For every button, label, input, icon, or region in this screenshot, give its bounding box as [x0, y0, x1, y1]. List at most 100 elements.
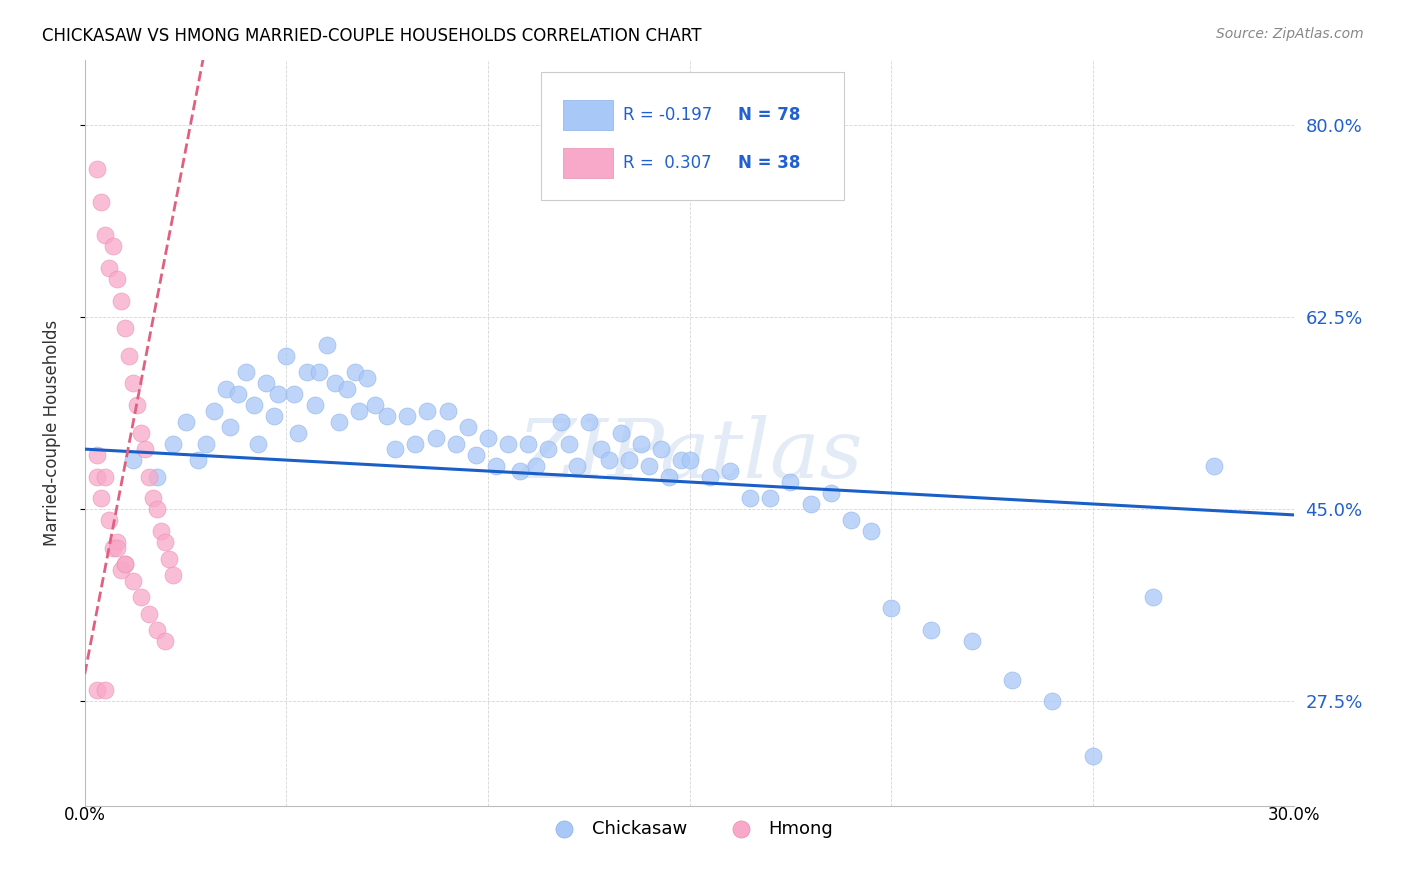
Point	[129, 425, 152, 440]
Point	[118, 349, 141, 363]
Point	[630, 436, 652, 450]
Text: 0.0%: 0.0%	[63, 805, 105, 823]
Text: 30.0%: 30.0%	[1268, 805, 1320, 823]
Point	[142, 491, 165, 506]
Point	[589, 442, 612, 456]
Y-axis label: Married-couple Households: Married-couple Households	[44, 319, 60, 546]
Point	[283, 387, 305, 401]
Point	[97, 261, 120, 276]
Point	[114, 558, 136, 572]
Text: N = 78: N = 78	[738, 106, 800, 124]
Point	[247, 436, 270, 450]
Point	[215, 382, 238, 396]
Point	[565, 458, 588, 473]
Point	[347, 403, 370, 417]
Point	[425, 431, 447, 445]
Point	[464, 448, 486, 462]
Text: N = 38: N = 38	[738, 154, 800, 172]
Point	[226, 387, 249, 401]
Point	[105, 541, 128, 555]
Point	[1202, 458, 1225, 473]
Point	[122, 453, 145, 467]
Point	[537, 442, 560, 456]
Point	[799, 497, 821, 511]
Point	[738, 491, 761, 506]
Point	[416, 403, 439, 417]
Point	[658, 469, 681, 483]
Point	[509, 464, 531, 478]
Point	[759, 491, 782, 506]
FancyBboxPatch shape	[562, 148, 613, 178]
Point	[496, 436, 519, 450]
Point	[375, 409, 398, 424]
Point	[718, 464, 741, 478]
Point	[86, 683, 108, 698]
Point	[384, 442, 406, 456]
Point	[155, 634, 177, 648]
Point	[678, 453, 700, 467]
Point	[1081, 749, 1104, 764]
Point	[364, 398, 387, 412]
Point	[134, 442, 156, 456]
Point	[436, 403, 458, 417]
Point	[598, 453, 620, 467]
Point	[650, 442, 672, 456]
Point	[1001, 673, 1024, 687]
Point	[110, 563, 132, 577]
Point	[146, 502, 169, 516]
Point	[356, 371, 378, 385]
Point	[517, 436, 540, 450]
Point	[699, 469, 721, 483]
Point	[267, 387, 290, 401]
Point	[820, 486, 842, 500]
Point	[1042, 694, 1064, 708]
Point	[304, 398, 326, 412]
Point	[162, 568, 184, 582]
Point	[557, 436, 579, 450]
Point	[859, 524, 882, 539]
Point	[146, 623, 169, 637]
Point	[146, 469, 169, 483]
Point	[485, 458, 508, 473]
Point	[97, 513, 120, 527]
Point	[157, 551, 180, 566]
Point	[243, 398, 266, 412]
Point	[150, 524, 173, 539]
FancyBboxPatch shape	[541, 72, 845, 200]
Point	[287, 425, 309, 440]
Point	[550, 415, 572, 429]
Point	[110, 293, 132, 308]
Point	[122, 376, 145, 391]
Point	[90, 195, 112, 210]
Point	[263, 409, 285, 424]
Point	[101, 239, 124, 253]
Text: Source: ZipAtlas.com: Source: ZipAtlas.com	[1216, 27, 1364, 41]
Text: CHICKASAW VS HMONG MARRIED-COUPLE HOUSEHOLDS CORRELATION CHART: CHICKASAW VS HMONG MARRIED-COUPLE HOUSEH…	[42, 27, 702, 45]
Point	[578, 415, 600, 429]
Point	[202, 403, 225, 417]
Point	[315, 338, 337, 352]
Point	[276, 349, 298, 363]
Point	[444, 436, 467, 450]
Point	[122, 574, 145, 588]
Point	[235, 365, 257, 379]
Point	[323, 376, 346, 391]
Text: ZIPatlas: ZIPatlas	[517, 415, 862, 495]
Point	[86, 469, 108, 483]
FancyBboxPatch shape	[562, 100, 613, 129]
Point	[638, 458, 661, 473]
Point	[114, 321, 136, 335]
Point	[779, 475, 801, 489]
Point	[254, 376, 277, 391]
Text: R =  0.307: R = 0.307	[623, 154, 711, 172]
Point	[617, 453, 640, 467]
Point	[839, 513, 862, 527]
Point	[162, 436, 184, 450]
Point	[343, 365, 366, 379]
Point	[94, 469, 117, 483]
Point	[94, 228, 117, 243]
Point	[114, 558, 136, 572]
Point	[477, 431, 499, 445]
Point	[610, 425, 633, 440]
Point	[921, 623, 943, 637]
